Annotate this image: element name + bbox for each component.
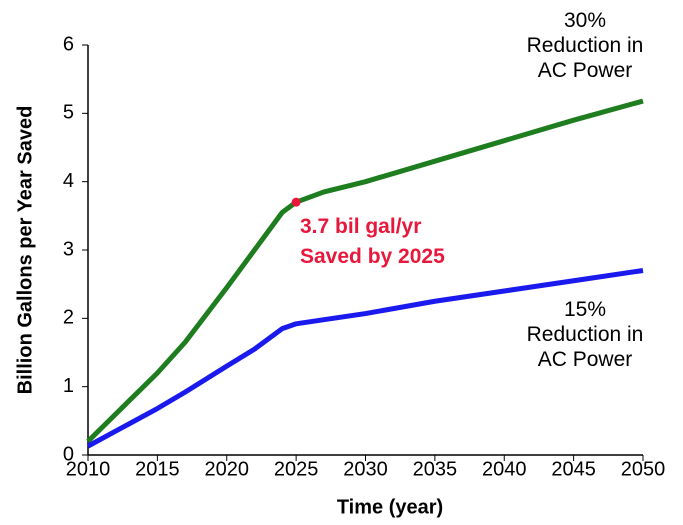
annotation-text: 3.7 bil gal/yr Saved by 2025 <box>300 215 445 268</box>
series-label: 15% Reduction in AC Power <box>526 298 644 371</box>
series-label: 30% Reduction in AC Power <box>526 9 644 82</box>
x-tick-label: 2010 <box>66 458 111 480</box>
x-axis-title: Time (year) <box>337 496 443 518</box>
y-tick-label: 1 <box>63 375 74 397</box>
x-tick-label: 2025 <box>274 458 319 480</box>
y-tick-label: 2 <box>63 307 74 329</box>
x-tick-label: 2015 <box>135 458 180 480</box>
y-tick-label: 4 <box>63 170 74 192</box>
x-tick-label: 2040 <box>482 458 527 480</box>
annotation-point <box>291 197 301 207</box>
y-tick-label: 6 <box>63 33 74 55</box>
y-tick-label: 5 <box>63 102 74 124</box>
series-line <box>86 98 644 444</box>
x-tick-label: 2030 <box>343 458 388 480</box>
x-tick-label: 2020 <box>205 458 250 480</box>
y-axis-title: Billion Gallons per Year Saved <box>14 106 36 395</box>
y-tick-label: 0 <box>63 443 74 465</box>
series-line <box>86 268 644 449</box>
x-tick-label: 2050 <box>621 458 666 480</box>
y-tick-label: 3 <box>63 238 74 260</box>
x-tick-label: 2045 <box>551 458 596 480</box>
x-tick-label: 2035 <box>413 458 458 480</box>
